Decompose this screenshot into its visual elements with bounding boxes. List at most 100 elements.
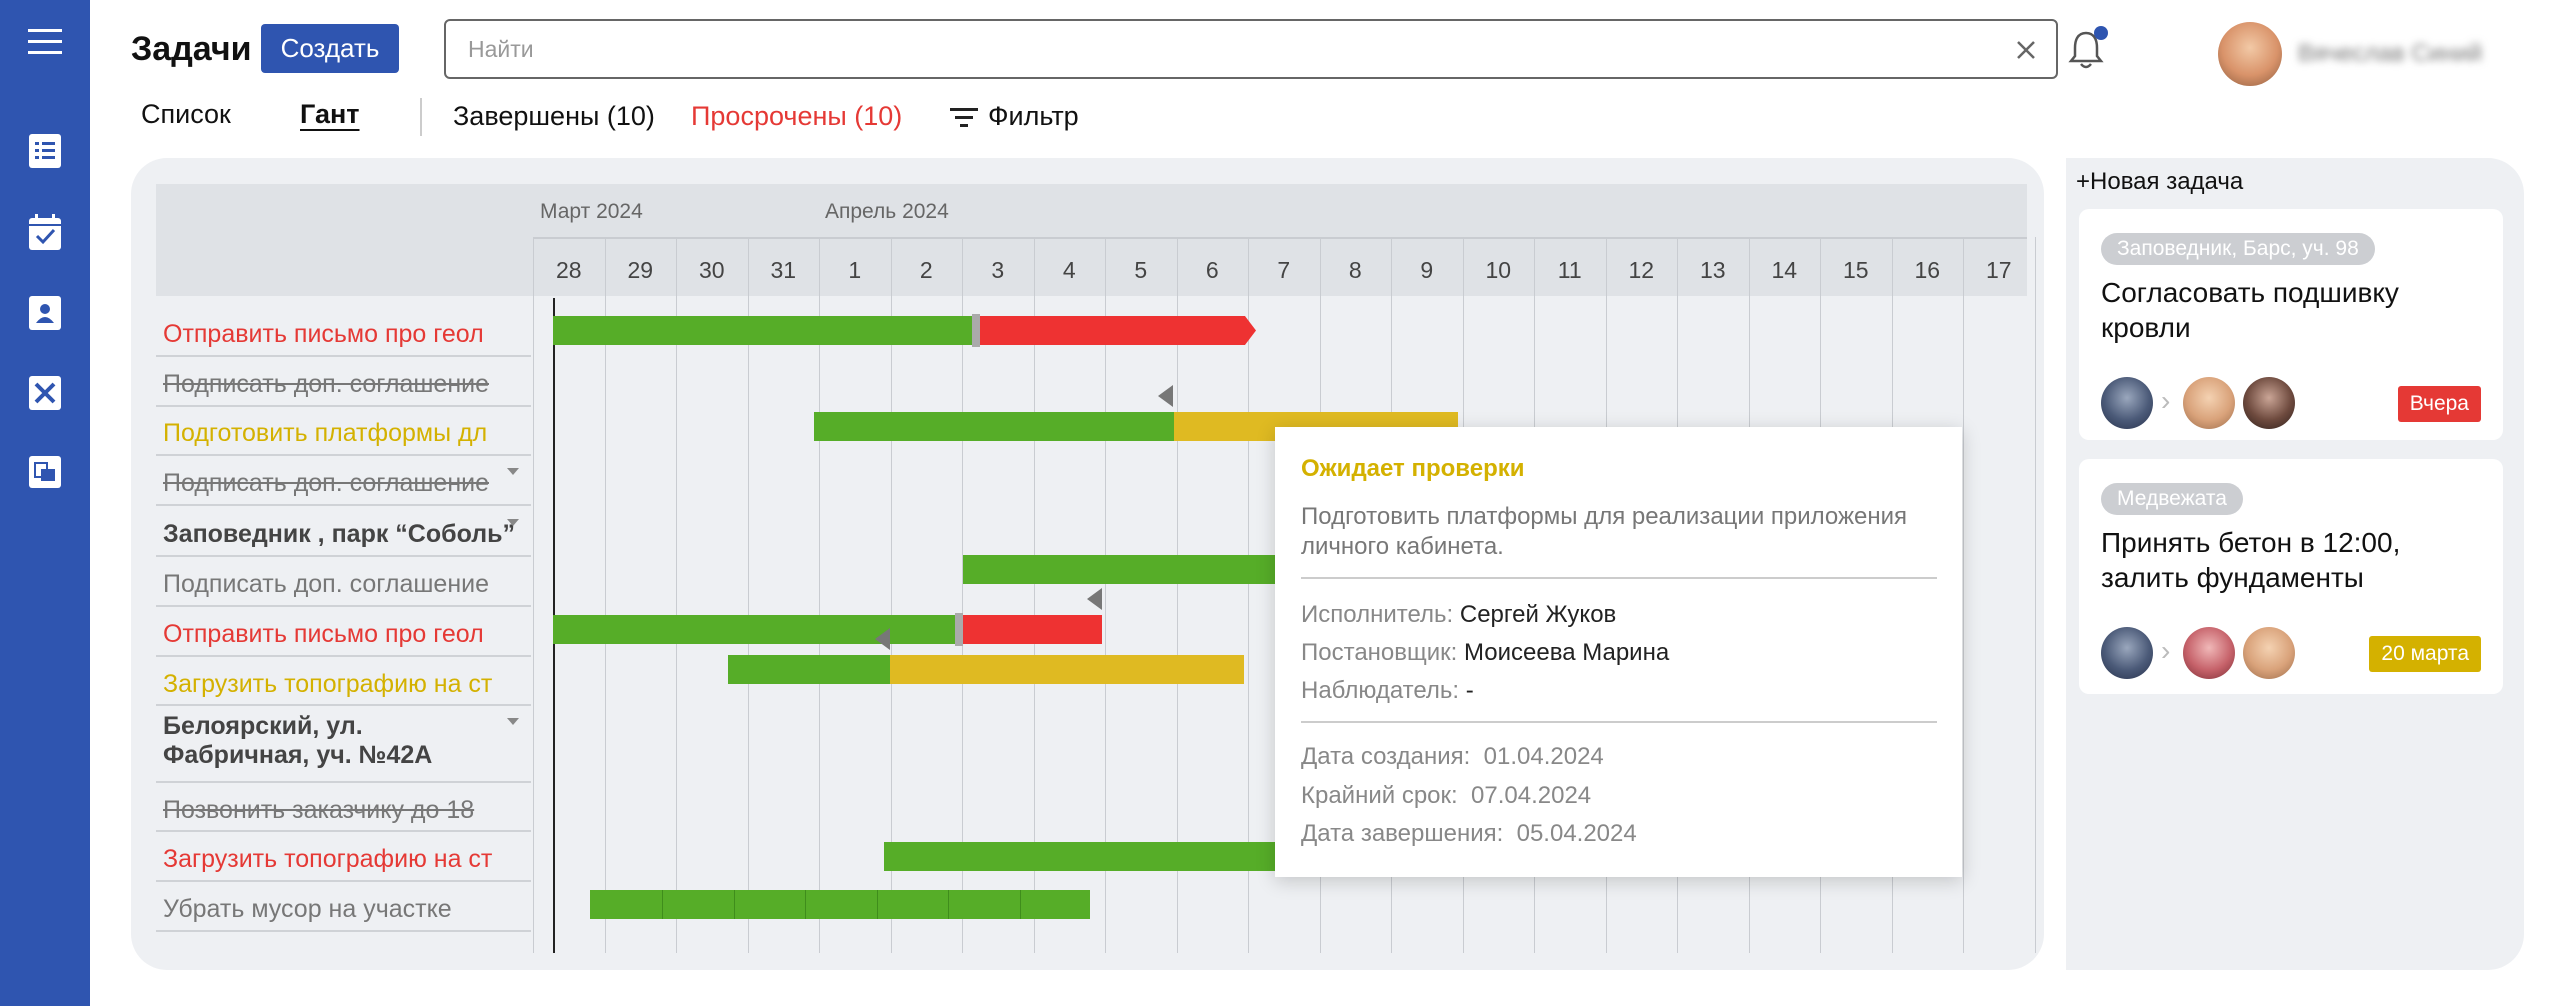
create-button[interactable]: Создать: [261, 24, 399, 73]
completed-filter[interactable]: Завершены (10): [453, 101, 655, 131]
task-card[interactable]: Заповедник, Барс, уч. 98 Согласовать под…: [2079, 209, 2503, 440]
list-icon[interactable]: [25, 131, 65, 171]
grid-line: [1963, 237, 1964, 953]
due-badge: Вчера: [2397, 386, 2481, 422]
filter-label: Фильтр: [988, 101, 1079, 131]
card-tag: Заповедник, Барс, уч. 98: [2101, 233, 2375, 265]
day-label: 2: [919, 257, 933, 283]
task-card[interactable]: Медвежата Принять бетон в 12:00, залить …: [2079, 459, 2503, 694]
tooltip-divider: [1301, 721, 1937, 723]
task-label: Белоярский, ул. Фабричная, уч. №42А: [163, 712, 433, 769]
tooltip-deadline: Крайний срок: 07.04.2024: [1301, 782, 1592, 809]
grid-line: [890, 237, 892, 953]
day-label: 13: [1699, 257, 1726, 283]
contact-icon[interactable]: [25, 293, 65, 333]
tooltip-created: Дата создания: 01.04.2024: [1301, 743, 1604, 770]
day-label: 9: [1420, 257, 1434, 283]
gantt-bar-handle[interactable]: [972, 314, 980, 347]
tooltip-completed: Дата завершения: 05.04.2024: [1301, 820, 1637, 847]
gantt-bar-done[interactable]: [814, 412, 1174, 441]
gantt-bar-done[interactable]: [728, 655, 890, 684]
month-label: Апрель 2024: [825, 200, 949, 223]
chevron-down-icon[interactable]: [507, 468, 519, 475]
left-sidebar: [0, 0, 90, 1006]
task-row[interactable]: Загрузить топографию на ст: [156, 832, 531, 882]
task-row[interactable]: Подписать доп. соглашение: [156, 456, 531, 506]
task-label: Загрузить топографию на ст: [163, 845, 493, 873]
calendar-check-icon[interactable]: [25, 212, 65, 252]
day-label: 4: [1062, 257, 1076, 283]
gantt-bar-done[interactable]: [553, 316, 974, 345]
gantt-bar-overdue[interactable]: [980, 316, 1256, 345]
documents-icon[interactable]: [25, 452, 65, 492]
bell-icon[interactable]: [2066, 24, 2110, 72]
day-label: 10: [1485, 257, 1512, 283]
tab-gantt[interactable]: Гант: [300, 99, 360, 129]
task-row[interactable]: Позвонить заказчику до 18: [156, 783, 531, 832]
task-row[interactable]: Подписать доп. соглашение: [156, 557, 531, 607]
task-label: Отправить письмо про геол: [163, 620, 484, 648]
avatar[interactable]: [2243, 627, 2295, 679]
avatar[interactable]: [2183, 377, 2235, 429]
gantt-bar-done[interactable]: [590, 890, 1090, 919]
day-label: 17: [1985, 257, 2012, 283]
grid-line: [1176, 237, 1178, 953]
gantt-bar-overdue[interactable]: [963, 615, 1102, 644]
grid-line: [1105, 237, 1106, 953]
tab-list[interactable]: Список: [141, 99, 231, 129]
gantt-bar-segments: [590, 890, 1090, 919]
tooltip-assignee: Исполнитель: Сергей Жуков: [1301, 601, 1617, 628]
chevron-down-icon[interactable]: [507, 519, 519, 526]
task-label: Позвонить заказчику до 18: [163, 796, 475, 824]
close-icon[interactable]: [2012, 36, 2040, 64]
group-row[interactable]: Белоярский, ул. Фабричная, уч. №42А: [156, 706, 531, 783]
task-row[interactable]: Подписать доп. соглашение: [156, 357, 531, 407]
task-label: Подписать доп. соглашение: [163, 570, 489, 598]
grid-line: [1033, 237, 1035, 953]
gantt-bar-done[interactable]: [553, 615, 957, 644]
gantt-bar-done[interactable]: [884, 842, 1284, 871]
avatar[interactable]: [2101, 627, 2153, 679]
user-name[interactable]: Вячеслав Синий: [2298, 40, 2483, 67]
task-row[interactable]: Отправить письмо про геол: [156, 607, 531, 657]
tooltip-description: Подготовить платформы для реализации при…: [1301, 503, 1908, 560]
due-badge: 20 марта: [2369, 636, 2481, 672]
gantt-bar-review[interactable]: [890, 655, 1244, 684]
task-label: Подписать доп. соглашение: [163, 469, 489, 497]
search-bar: [444, 19, 2058, 79]
month-label: Март 2024: [540, 200, 643, 223]
chevron-down-icon[interactable]: [507, 718, 519, 725]
gantt-bar-done[interactable]: [963, 555, 1283, 584]
task-label: Убрать мусор на участке: [163, 895, 452, 923]
new-task-button[interactable]: +Новая задача: [2076, 168, 2244, 195]
task-label: Заповедник , парк “Соболь”: [163, 520, 515, 548]
search-input[interactable]: [468, 31, 1968, 67]
overdue-filter[interactable]: Просрочены (10): [691, 101, 903, 131]
avatar[interactable]: [2183, 627, 2235, 679]
user-avatar[interactable]: [2218, 22, 2282, 86]
grid-line: [819, 237, 820, 953]
day-label: 7: [1277, 257, 1291, 283]
menu-icon[interactable]: [25, 22, 65, 62]
day-label: 12: [1628, 257, 1655, 283]
card-title: Принять бетон в 12:00, залить фундаменты: [2101, 527, 2401, 593]
task-row[interactable]: Загрузить топографию на ст: [156, 657, 531, 706]
day-label: 31: [770, 257, 797, 283]
tools-icon[interactable]: [25, 373, 65, 413]
task-row[interactable]: Подготовить платформы дл: [156, 406, 531, 456]
avatar[interactable]: [2243, 377, 2295, 429]
group-row[interactable]: Заповедник , парк “Соболь”: [156, 507, 531, 557]
day-label: 30: [698, 257, 725, 283]
tooltip-author: Постановщик: Моисеева Марина: [1301, 639, 1670, 666]
task-row[interactable]: Отправить письмо про геол: [156, 307, 531, 357]
day-label: 14: [1771, 257, 1798, 283]
avatar[interactable]: [2101, 377, 2153, 429]
task-row[interactable]: Убрать мусор на участке: [156, 882, 531, 932]
gantt-bar-handle[interactable]: [955, 613, 963, 646]
filter-button[interactable]: Фильтр: [950, 101, 1079, 132]
chevron-right-icon: ›: [2161, 385, 2171, 416]
tab-divider: [420, 98, 422, 136]
deadline-marker: [1158, 385, 1173, 407]
task-label: Подготовить платформы дл: [163, 419, 488, 447]
grid-line: [676, 237, 677, 953]
